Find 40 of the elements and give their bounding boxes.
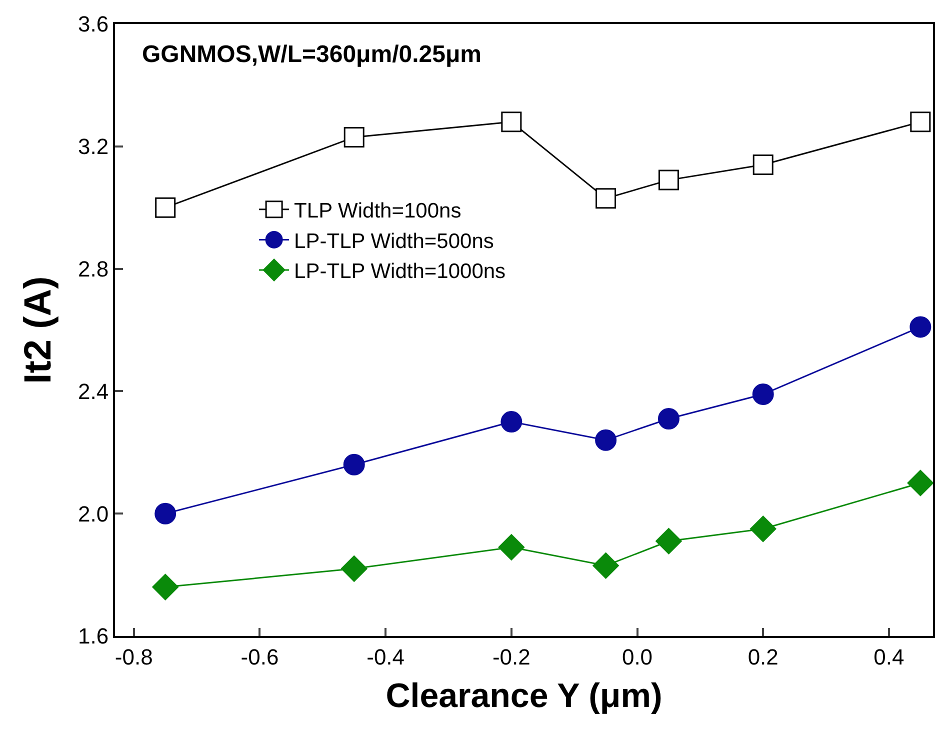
point bbox=[501, 112, 522, 132]
legend-label: TLP Width=100ns bbox=[294, 200, 462, 223]
point bbox=[658, 408, 680, 430]
text: GGNMOS,W/L=360μm/0.25μm bbox=[142, 41, 482, 68]
x-tick-label: 0.0 bbox=[622, 644, 653, 670]
x-tick-label: 0.4 bbox=[874, 644, 904, 670]
point bbox=[595, 429, 617, 451]
x-tick-label: -0.4 bbox=[366, 644, 405, 670]
legend-label: LP-TLP Width=500ns bbox=[294, 230, 494, 253]
x-tick-label: -0.6 bbox=[240, 644, 279, 670]
x-axis-title: Clearance Y (μm) bbox=[386, 677, 662, 716]
point bbox=[498, 534, 525, 560]
point bbox=[910, 316, 932, 338]
point bbox=[341, 556, 368, 582]
point bbox=[596, 188, 616, 209]
y-tick-label: 1.6 bbox=[78, 624, 109, 649]
point bbox=[656, 528, 682, 554]
point bbox=[752, 154, 774, 176]
point bbox=[907, 470, 933, 496]
point bbox=[152, 574, 178, 600]
point bbox=[343, 454, 365, 476]
y-tick-label: 3.6 bbox=[78, 12, 109, 37]
y-tick-label: 2.0 bbox=[78, 501, 109, 526]
x-tick-label: -0.2 bbox=[492, 644, 530, 670]
point bbox=[658, 170, 679, 190]
point bbox=[155, 197, 176, 218]
point bbox=[592, 552, 619, 579]
point bbox=[344, 126, 364, 148]
point bbox=[750, 516, 776, 542]
x-tick-label: 0.2 bbox=[748, 644, 778, 670]
y-axis-title: It2 (A) bbox=[18, 276, 60, 384]
y-tick-label: 3.2 bbox=[78, 134, 109, 160]
point bbox=[910, 112, 931, 132]
point bbox=[154, 502, 176, 524]
y-tick-label: 2.4 bbox=[78, 378, 109, 404]
y-tick-label: 2.8 bbox=[78, 256, 109, 282]
legend-label: LP-TLP Width=1000ns bbox=[294, 260, 506, 284]
x-tick-label: -0.8 bbox=[114, 644, 153, 670]
point bbox=[500, 411, 522, 433]
point bbox=[752, 384, 774, 405]
